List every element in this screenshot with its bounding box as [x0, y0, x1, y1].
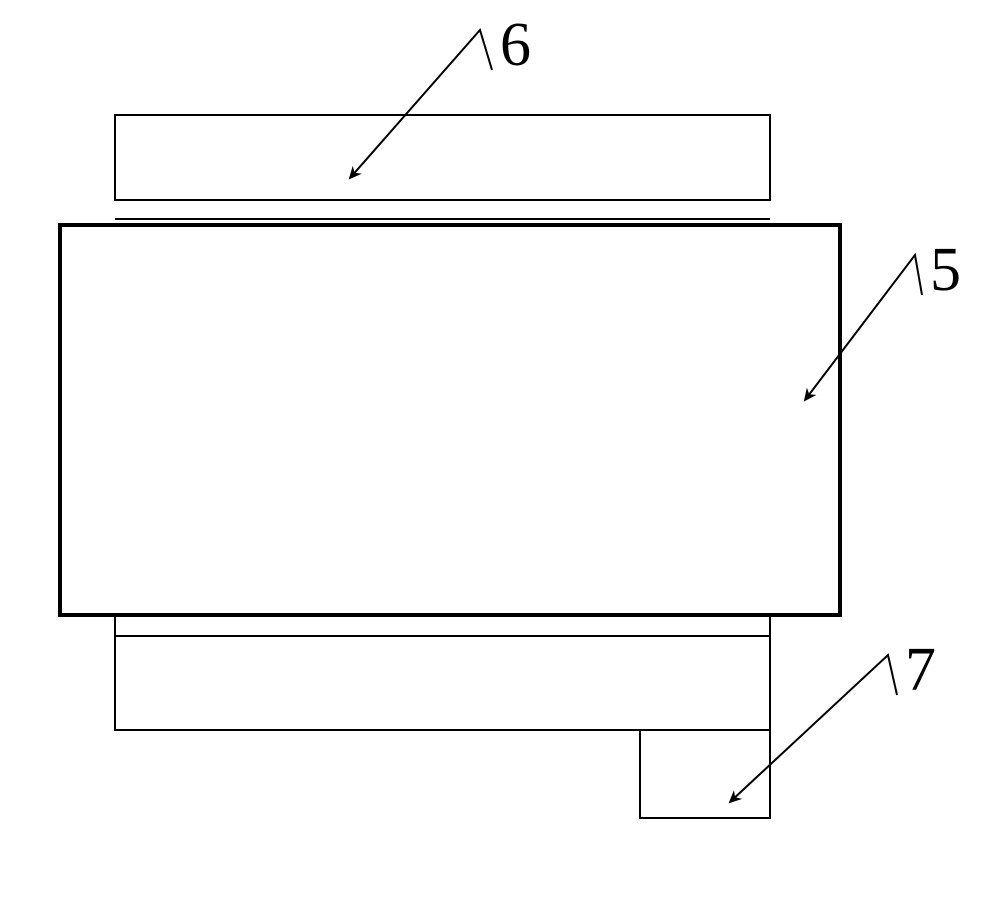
part-small-tab	[640, 730, 770, 818]
part-bottom-block	[115, 615, 770, 730]
label-6: 6	[500, 11, 531, 79]
part-top-block	[115, 115, 770, 219]
technical-diagram: 6 5 7	[0, 0, 1000, 899]
part-middle-block	[60, 225, 840, 615]
label-5: 5	[930, 236, 961, 304]
label-7: 7	[905, 636, 936, 704]
